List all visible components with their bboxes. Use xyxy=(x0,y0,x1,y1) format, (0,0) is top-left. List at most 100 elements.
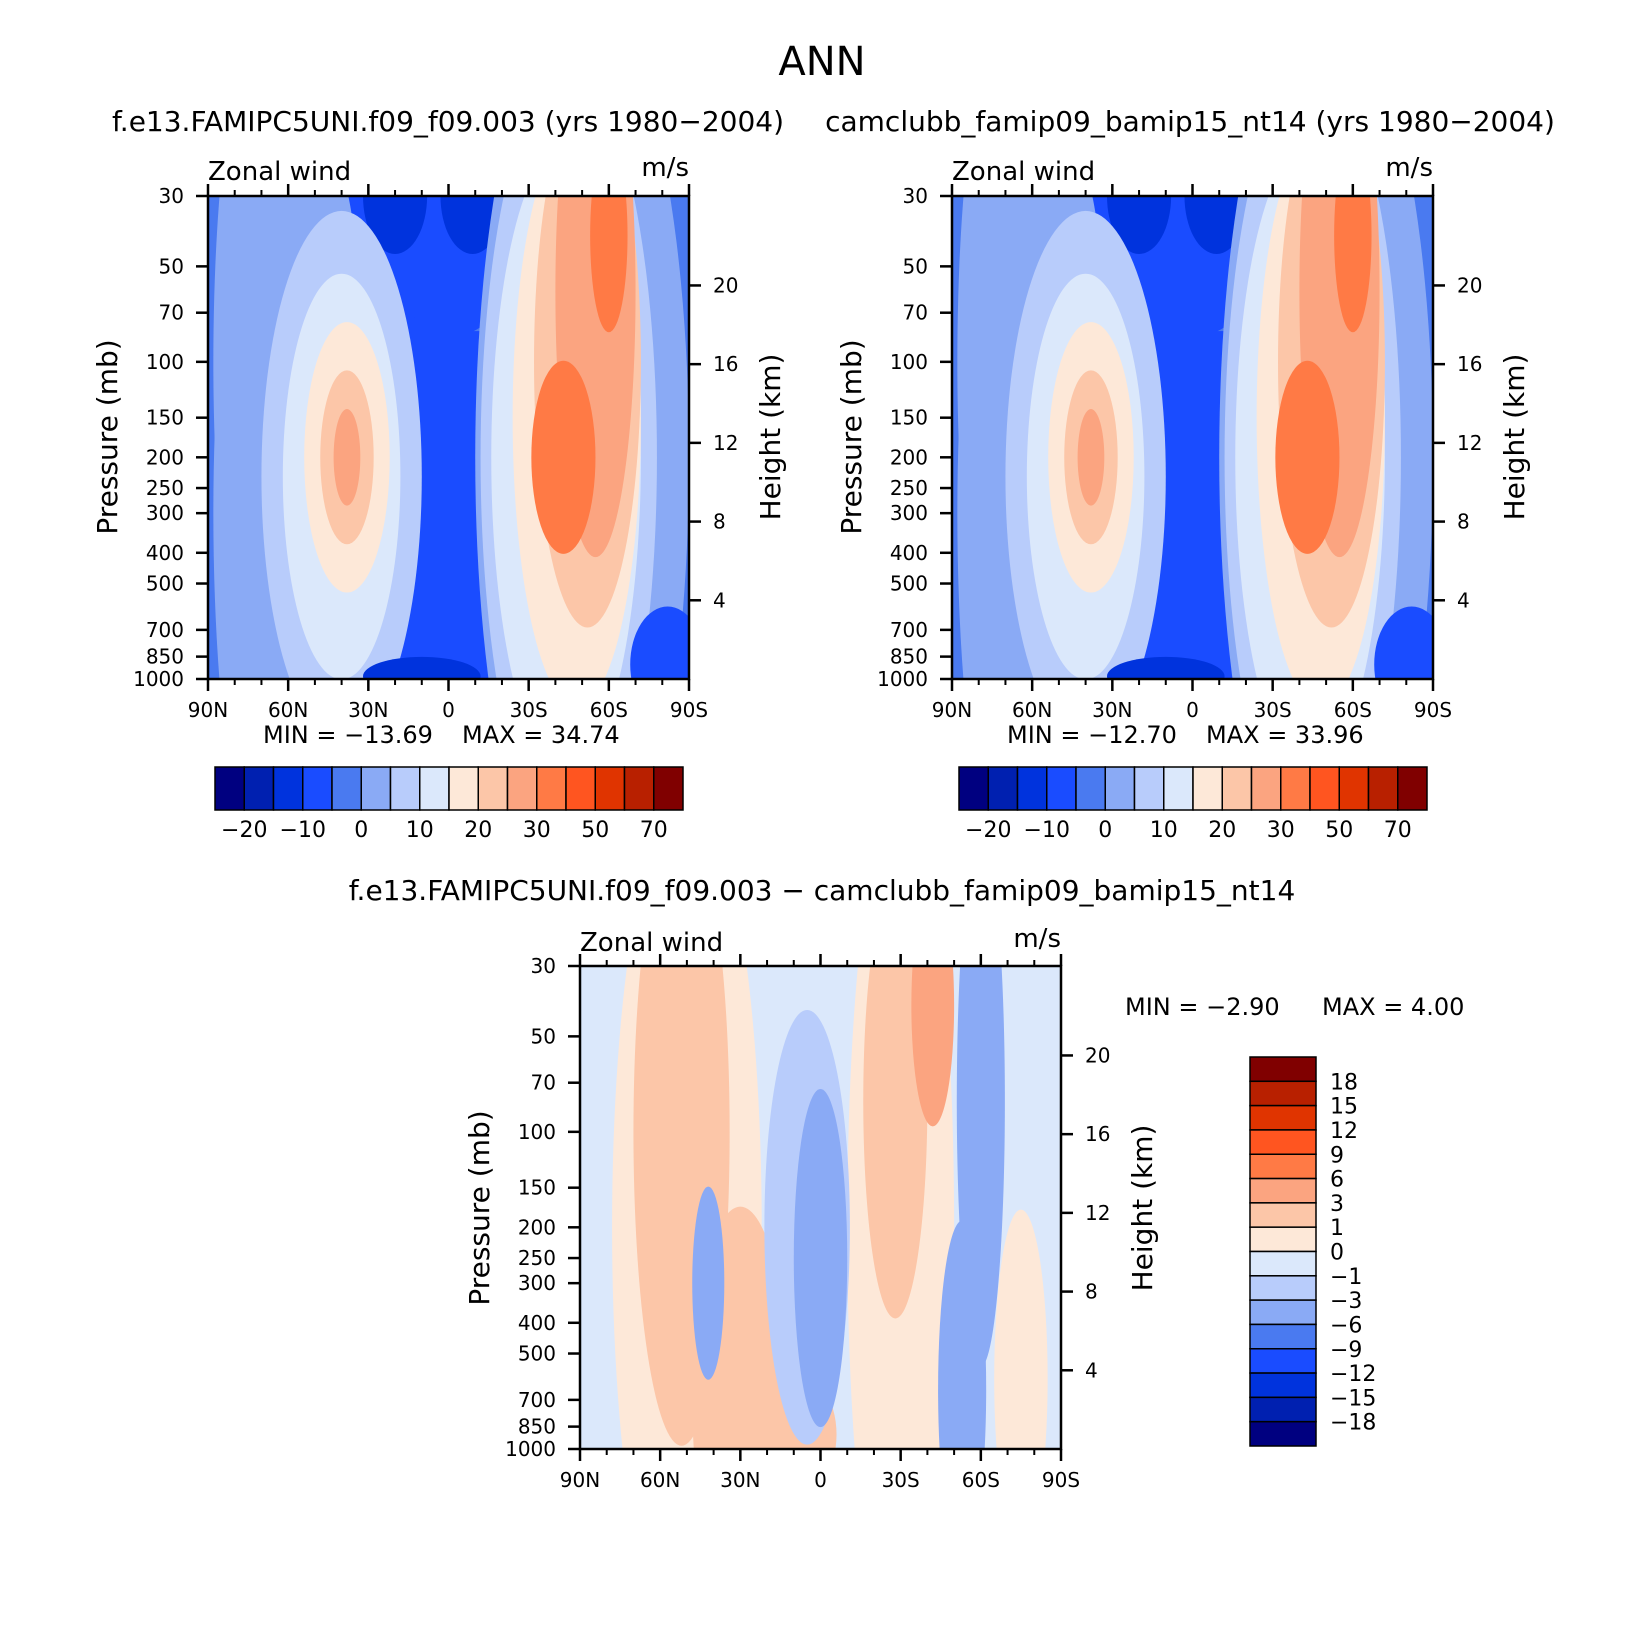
y-tick-label: 100 xyxy=(146,350,184,374)
colorbar-cell xyxy=(1249,1202,1317,1228)
colorbar-cell xyxy=(623,766,655,811)
y2-tick-label: 4 xyxy=(1085,1358,1098,1382)
y-tick-label: 150 xyxy=(518,1176,556,1200)
y2-tick-label: 8 xyxy=(1085,1280,1098,1304)
y-tick-label: 50 xyxy=(159,254,184,278)
colorbar-label: −12 xyxy=(1330,1362,1376,1387)
y-tick-label: 250 xyxy=(518,1246,556,1270)
y2-tick-label: 20 xyxy=(1457,273,1482,297)
y-tick-label: 850 xyxy=(890,645,928,669)
contour-region xyxy=(1334,196,1372,333)
colorbar-cell xyxy=(1249,1226,1317,1253)
y-tick-label: 400 xyxy=(518,1311,556,1335)
colorbar-cell xyxy=(1249,1104,1317,1131)
contour-region xyxy=(911,966,955,1127)
y-tick-label: 50 xyxy=(531,1024,556,1048)
colorbar-cell xyxy=(1338,766,1370,811)
colorbar-cell xyxy=(1016,766,1048,811)
colorbar-label: −10 xyxy=(280,818,326,843)
colorbar-cell xyxy=(1046,766,1077,811)
contour-region xyxy=(692,1186,725,1380)
colorbar-label: 0 xyxy=(354,818,368,843)
colorbar-cell xyxy=(1075,766,1106,811)
contour-region xyxy=(793,1088,848,1428)
contour-field xyxy=(957,196,1433,679)
colorbar-cell xyxy=(1133,766,1165,811)
y-tick-label: 700 xyxy=(146,618,184,642)
contour-region xyxy=(863,966,928,1319)
zonal-wind-label: Zonal wind xyxy=(208,157,351,187)
y-tick-label: 300 xyxy=(518,1271,556,1295)
colorbar-label: 50 xyxy=(581,818,609,843)
min-label: MIN = −2.90 xyxy=(1125,993,1280,1021)
x-tick-label: 90S xyxy=(670,698,708,722)
colorbar-cell xyxy=(958,766,989,811)
colorbar-label: 20 xyxy=(464,818,492,843)
x-tick-label: 30S xyxy=(1254,698,1292,722)
y-tick-label: 500 xyxy=(146,572,184,596)
colorbar-label: 9 xyxy=(1330,1143,1344,1168)
contour-field xyxy=(213,196,689,679)
colorbar-cell xyxy=(1367,766,1399,811)
x-tick-label: 60N xyxy=(268,698,308,722)
y2-tick-label: 16 xyxy=(1085,1122,1110,1146)
contour-region xyxy=(1106,196,1172,254)
y-tick-label: 200 xyxy=(146,445,184,469)
colorbar-cell xyxy=(1249,1129,1317,1155)
figure-title: ANN xyxy=(778,39,865,85)
colorbar: −20 −10 0 10 20 30 50 70 xyxy=(958,766,1428,843)
y-tick-label: 250 xyxy=(146,476,184,500)
y2-tick-label: 8 xyxy=(1457,510,1470,534)
colorbar-label: 12 xyxy=(1330,1119,1358,1144)
colorbar-label: −9 xyxy=(1330,1338,1362,1363)
colorbar-cell xyxy=(536,766,567,811)
colorbar-label: 1 xyxy=(1330,1216,1344,1241)
colorbar-label: 70 xyxy=(1384,818,1412,843)
colorbar-cell xyxy=(1309,766,1340,811)
colorbar-label: 10 xyxy=(1150,818,1178,843)
colorbar-cell xyxy=(1249,1396,1317,1423)
zonal-wind-label: Zonal wind xyxy=(952,157,1095,187)
y2-axis-title: Height (km) xyxy=(754,354,787,521)
y-tick-label: 200 xyxy=(518,1215,556,1239)
y-tick-label: 700 xyxy=(890,618,928,642)
y2-axis-title: Height (km) xyxy=(1126,1125,1159,1292)
units-label: m/s xyxy=(1385,153,1433,183)
colorbar-cell xyxy=(360,766,392,811)
y-tick-label: 70 xyxy=(159,301,184,325)
y-axis-title: Pressure (mb) xyxy=(835,339,868,534)
panel-model-2: camclubb_famip09_bamip15_nt14 (yrs 1980−… xyxy=(825,105,1555,843)
colorbar-cell xyxy=(653,766,684,811)
colorbar-cell xyxy=(243,766,275,811)
min-label: MIN = −13.69 xyxy=(263,721,433,749)
y-tick-label: 30 xyxy=(531,954,556,978)
colorbar-label: 6 xyxy=(1330,1168,1344,1193)
colorbar-label: −20 xyxy=(221,818,267,843)
contour-field xyxy=(612,966,1048,1449)
colorbar-label: −18 xyxy=(1330,1411,1376,1436)
colorbar-label: −6 xyxy=(1330,1313,1362,1338)
colorbar-cell xyxy=(1249,1275,1317,1301)
colorbar-cell xyxy=(302,766,333,811)
colorbar-cell xyxy=(419,766,450,811)
colorbar-cell xyxy=(1249,1420,1317,1447)
colorbar-cell xyxy=(1104,766,1136,811)
colorbar-label: −15 xyxy=(1330,1386,1376,1411)
colorbar-label: −3 xyxy=(1330,1289,1362,1314)
x-tick-label: 0 xyxy=(442,698,455,722)
colorbar-label: 30 xyxy=(523,818,551,843)
contour-region xyxy=(362,196,428,254)
contour-region xyxy=(994,1209,1048,1449)
x-tick-label: 90S xyxy=(1414,698,1452,722)
colorbar-cell xyxy=(477,766,509,811)
colorbar-label: 0 xyxy=(1098,818,1112,843)
colorbar-cell xyxy=(1249,1177,1317,1204)
x-tick-label: 0 xyxy=(1186,698,1199,722)
y-tick-label: 70 xyxy=(903,301,928,325)
colorbar-cell xyxy=(1163,766,1194,811)
colorbar-cell xyxy=(1249,1372,1317,1399)
contour-region xyxy=(938,1220,987,1449)
y-tick-label: 500 xyxy=(518,1342,556,1366)
